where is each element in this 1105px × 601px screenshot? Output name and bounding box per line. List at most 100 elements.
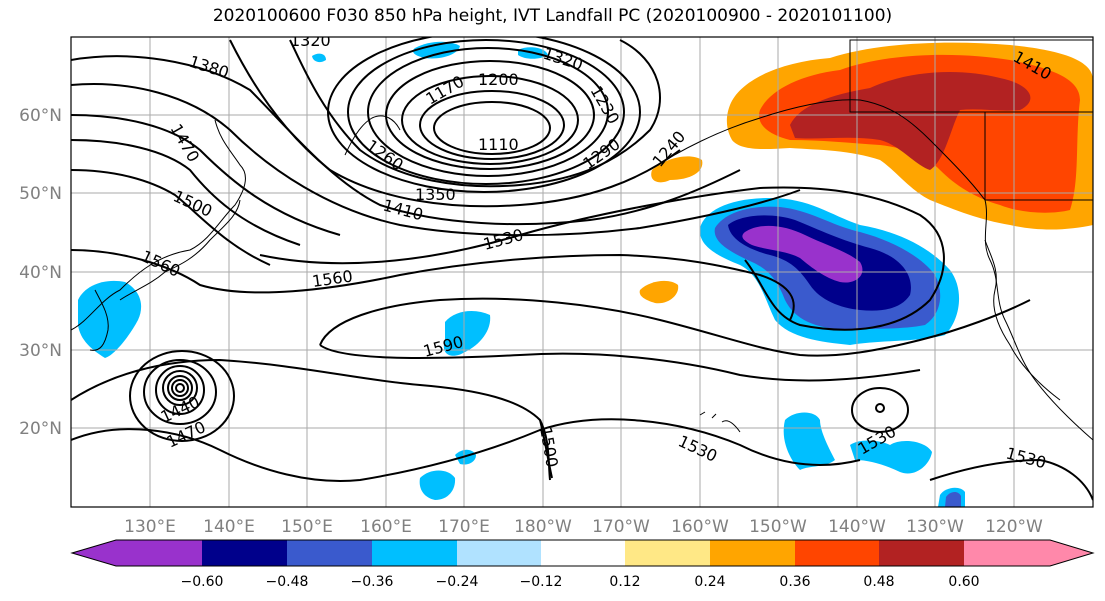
- longitude-tick-labels: 130°E 140°E 150°E 160°E 170°E 180°W 170°…: [124, 517, 1043, 537]
- japan-coast: [119, 199, 241, 301]
- contour-1140: [419, 90, 565, 160]
- negative-anomaly-north-3: [312, 53, 326, 63]
- contour-1200: [385, 60, 595, 170]
- colorbar-tick-label: 0.36: [779, 574, 810, 590]
- colorbar-seg-4: [457, 540, 541, 566]
- negative-anomaly-south-5-core: [945, 491, 961, 507]
- bc-box: [984, 111, 1093, 201]
- contour-1230: [367, 47, 609, 177]
- lon-tick-label: 180°W: [514, 517, 572, 537]
- colorbar-seg-2: [287, 540, 372, 566]
- contour-1260: [347, 39, 625, 185]
- contour-1350: [229, 39, 681, 208]
- negative-anomaly-south-3: [783, 412, 835, 470]
- colorbar-seg-0: [72, 540, 202, 566]
- map-frame: [70, 36, 1094, 508]
- contour-1470: [71, 139, 301, 246]
- colorbar-tick-label: 0.48: [863, 574, 894, 590]
- asia-coast: [71, 119, 246, 331]
- colorbar-tick-label: −0.36: [351, 574, 394, 590]
- colorbar-seg-1: [202, 540, 287, 566]
- lon-tick-label: 150°E: [281, 517, 333, 537]
- contour-label: 1200: [478, 70, 519, 89]
- contour-label: 1110: [478, 135, 519, 154]
- graticule: [71, 37, 1093, 507]
- colorbar-seg-10: [964, 540, 1093, 566]
- colorbar-tick-label: 0.24: [694, 574, 725, 590]
- lat-tick-label: 40°N: [19, 263, 62, 283]
- colorbar: −0.60 −0.48 −0.36 −0.24 −0.12 0.12 0.24 …: [70, 539, 1095, 590]
- small-centre: [875, 403, 885, 413]
- colorbar-seg-7: [710, 540, 795, 566]
- lon-tick-label: 170°E: [438, 517, 490, 537]
- region-boxes: [849, 39, 1093, 201]
- map-title: 2020100600 F030 850 hPa height, IVT Land…: [212, 6, 893, 26]
- lon-tick-label: 140°W: [828, 517, 886, 537]
- negative-anomaly-south-4: [850, 440, 932, 474]
- lon-tick-label: 160°E: [360, 517, 412, 537]
- colorbar-seg-8: [795, 540, 879, 566]
- positive-anomaly-small-1: [651, 156, 703, 183]
- lat-tick-label: 50°N: [19, 184, 62, 204]
- colorbar-seg-6: [625, 540, 710, 566]
- colorbar-seg-3: [372, 540, 457, 566]
- contour-label: 1320: [290, 31, 331, 50]
- contour-1110: [433, 101, 551, 155]
- hawaii-islands: [699, 411, 741, 433]
- lon-tick-label: 160°W: [671, 517, 729, 537]
- colorbar-tick-label: −0.60: [181, 574, 224, 590]
- contour-1530-south: [71, 418, 861, 482]
- lon-tick-label: 140°E: [203, 517, 255, 537]
- contour-1380: [71, 55, 741, 226]
- positive-anomaly-small-2: [639, 280, 679, 304]
- contour-1410: [71, 83, 801, 237]
- lon-tick-label: 150°W: [749, 517, 807, 537]
- contour-1530-east: [929, 458, 1093, 501]
- lat-tick-label: 30°N: [19, 341, 62, 361]
- lon-tick-label: 130°W: [906, 517, 964, 537]
- typhoon-core-4: [162, 370, 198, 406]
- lon-tick-label: 170°W: [592, 517, 650, 537]
- colorbar-outline: [70, 539, 1095, 567]
- colorbar-tick-label: 0.12: [609, 574, 640, 590]
- small-centre-ring: [851, 387, 909, 433]
- contour-1590: [319, 297, 1031, 357]
- negative-anomaly-japan: [78, 280, 142, 358]
- negative-anomaly-central: [443, 310, 491, 356]
- lon-tick-label: 120°W: [985, 517, 1043, 537]
- typhoon-1470: [129, 350, 235, 442]
- alaska-coast: [649, 99, 1093, 441]
- typhoon-core-2: [171, 379, 189, 397]
- contour-label: 1350: [415, 185, 456, 204]
- colorbar-tick-label: −0.24: [436, 574, 479, 590]
- typhoon-core-3: [167, 375, 193, 401]
- colorbar-tick-label: 0.60: [948, 574, 979, 590]
- colorbar-seg-9: [879, 540, 964, 566]
- negative-anomaly-north-1: [413, 41, 460, 59]
- typhoon-core-1: [175, 383, 185, 393]
- lon-tick-label: 130°E: [124, 517, 176, 537]
- negative-anomaly-core: [742, 225, 863, 283]
- typhoon-1440: [143, 359, 217, 425]
- contour-1530: [259, 186, 945, 331]
- us-coast: [984, 239, 1061, 401]
- contour-label: 1140: [464, 135, 505, 154]
- korea-coast: [89, 289, 109, 351]
- lat-tick-label: 60°N: [19, 106, 62, 126]
- alaska-box: [849, 39, 1093, 113]
- latitude-tick-labels: 60°N 50°N 40°N 30°N 20°N: [19, 106, 62, 439]
- typhoon-core-5: [155, 365, 205, 415]
- ivt-shading: [78, 41, 1093, 507]
- lat-tick-label: 20°N: [19, 419, 62, 439]
- colorbar-tick-label: −0.12: [520, 574, 563, 590]
- contour-1590-south: [319, 344, 921, 382]
- contour-1440: [71, 114, 341, 236]
- contour-1560: [71, 249, 795, 321]
- colorbar-tick-label: −0.48: [266, 574, 309, 590]
- colorbar-seg-5: [541, 540, 625, 566]
- contour-1170: [401, 75, 579, 165]
- negative-anomaly-south-1: [419, 470, 456, 500]
- contour-1320: [289, 39, 661, 188]
- contour-1500: [71, 169, 271, 266]
